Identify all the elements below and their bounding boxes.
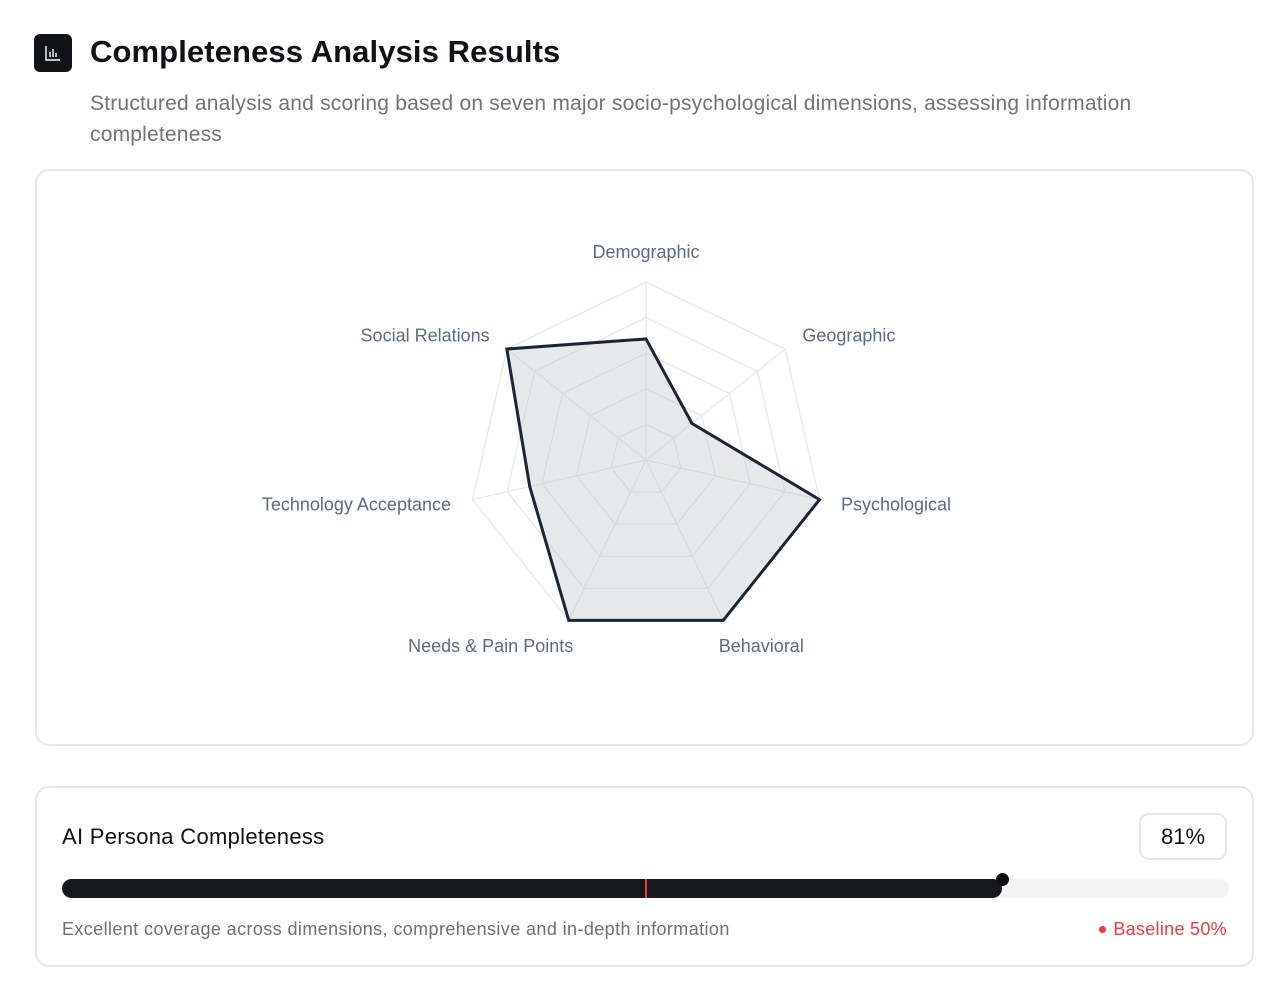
radar-series <box>505 337 822 622</box>
radar-labels: Demographic Geographic Psychological Behavi… <box>262 242 951 656</box>
radar-spoke <box>472 459 647 501</box>
baseline-label: Baseline 50% <box>1099 919 1227 940</box>
baseline-dot-icon <box>1099 926 1107 933</box>
page-title: Completeness Analysis Results <box>90 34 561 69</box>
radar-axis-label: Psychological <box>841 495 951 515</box>
baseline-label-text: Baseline 50% <box>1113 919 1227 939</box>
radar-spoke <box>645 348 786 461</box>
radar-grid-ring <box>610 423 682 493</box>
radar-series-area <box>505 337 822 622</box>
baseline-marker <box>644 879 647 898</box>
radar-chart-card: Demographic Geographic Psychological Behavi… <box>35 169 1254 746</box>
completeness-title: AI Persona Completeness <box>62 824 325 849</box>
completeness-progress-fill <box>62 879 1002 898</box>
radar-axis-label: Behavioral <box>719 636 804 656</box>
radar-axis-label: Geographic <box>802 325 895 345</box>
completeness-percent-badge: 81% <box>1139 813 1227 860</box>
radar-chart: Demographic Geographic Psychological Behavi… <box>262 242 951 656</box>
radar-spoke <box>568 459 647 621</box>
radar-spoke <box>645 459 724 621</box>
radar-axis-label: Social Relations <box>361 325 490 345</box>
radar-grid-ring <box>506 316 786 589</box>
radar-spoke <box>645 459 820 501</box>
completeness-progress-track <box>62 873 1229 898</box>
page-subtitle: Structured analysis and scoring based on… <box>90 92 1132 146</box>
bar-chart-glyph <box>45 46 60 61</box>
radar-axis-label: Technology Acceptance <box>262 495 451 515</box>
radar-axis-label: Demographic <box>592 242 699 262</box>
progress-knob <box>995 873 1009 886</box>
completeness-description: Excellent coverage across dimensions, co… <box>62 919 730 939</box>
bar-chart-icon <box>34 34 72 72</box>
radar-grid-ring <box>541 352 751 557</box>
radar-spoke <box>506 348 647 461</box>
radar-grid-ring <box>575 388 717 525</box>
radar-axis-label: Needs & Pain Points <box>408 636 573 656</box>
completeness-card: AI Persona Completeness 81% Excellent co… <box>35 786 1254 967</box>
